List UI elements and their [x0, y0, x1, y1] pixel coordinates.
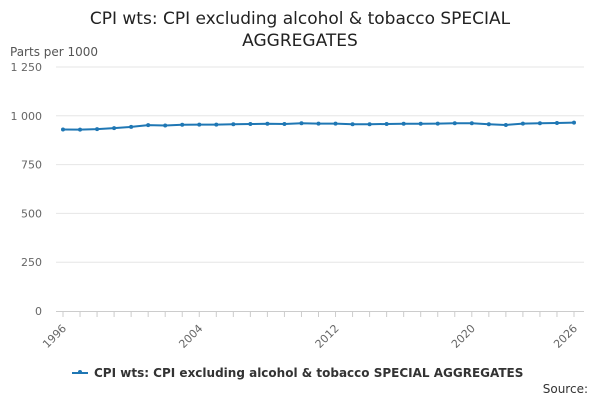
data-point[interactable] — [401, 121, 406, 126]
data-point[interactable] — [146, 123, 151, 128]
data-point[interactable] — [537, 121, 542, 126]
data-point[interactable] — [350, 122, 355, 127]
data-point[interactable] — [129, 124, 134, 129]
legend-label: CPI wts: CPI excluding alcohol & tobacco… — [94, 366, 524, 380]
x-tick-label: 2012 — [313, 322, 342, 351]
x-tick-label: 1996 — [40, 322, 69, 351]
series-group — [61, 120, 576, 132]
data-point[interactable] — [95, 127, 100, 132]
y-tick-label: 1 250 — [11, 61, 43, 74]
data-point[interactable] — [486, 122, 491, 127]
x-tick-label: 2004 — [176, 322, 205, 351]
data-point[interactable] — [231, 122, 236, 127]
legend[interactable]: CPI wts: CPI excluding alcohol & tobacco… — [72, 366, 523, 380]
y-tick-label: 1 000 — [11, 110, 43, 123]
data-point[interactable] — [248, 121, 253, 126]
data-point[interactable] — [78, 127, 83, 132]
data-point[interactable] — [435, 121, 440, 126]
data-point[interactable] — [180, 122, 185, 127]
data-point[interactable] — [520, 121, 525, 126]
data-point[interactable] — [197, 122, 202, 127]
y-axis-label: Parts per 1000 — [10, 45, 99, 59]
y-tick-label: 750 — [21, 159, 42, 172]
data-point[interactable] — [469, 121, 474, 126]
data-point[interactable] — [503, 122, 508, 127]
legend-swatch — [72, 370, 88, 374]
data-point[interactable] — [367, 122, 372, 127]
data-point[interactable] — [418, 121, 423, 126]
data-point[interactable] — [572, 120, 576, 125]
x-tick-label: 2020 — [449, 322, 478, 351]
chart-title: CPI wts: CPI excluding alcohol & tobacco… — [89, 9, 511, 51]
data-point[interactable] — [452, 121, 457, 126]
data-point[interactable] — [333, 121, 338, 126]
x-tick-label: 2026 — [551, 322, 580, 351]
data-point[interactable] — [265, 121, 270, 126]
data-point[interactable] — [163, 123, 168, 128]
data-point[interactable] — [316, 121, 321, 126]
data-point[interactable] — [384, 121, 389, 126]
data-point[interactable] — [214, 122, 219, 127]
data-point[interactable] — [112, 126, 117, 131]
source-label: Source: — [542, 382, 588, 396]
data-point[interactable] — [282, 121, 287, 126]
grid-lines — [56, 66, 584, 263]
data-point[interactable] — [299, 121, 304, 126]
y-axis-ticks: 0 250 500 750 1 000 1 250 — [11, 61, 43, 318]
y-tick-label: 250 — [21, 256, 42, 269]
data-point[interactable] — [554, 121, 559, 126]
y-tick-label: 500 — [21, 207, 42, 220]
data-point[interactable] — [61, 127, 65, 132]
y-tick-label: 0 — [35, 305, 42, 318]
x-axis: 1996 2004 2012 2020 2026 — [40, 311, 584, 351]
